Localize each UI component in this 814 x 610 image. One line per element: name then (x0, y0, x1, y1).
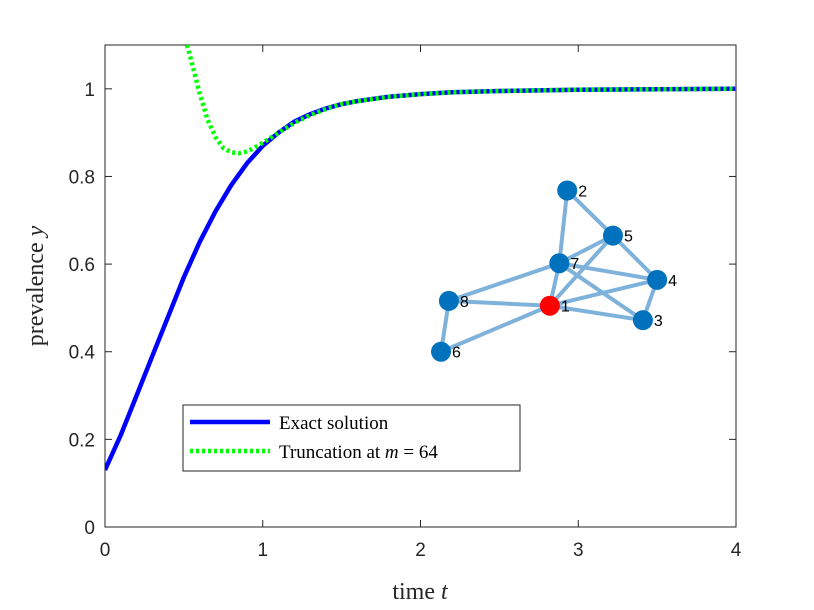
network-node-label: 2 (578, 183, 587, 200)
network-node-label: 8 (460, 294, 469, 311)
x-tick-label: 2 (415, 540, 426, 561)
network-edge (610, 233, 660, 282)
network-node-2 (557, 180, 578, 201)
network-node-label: 3 (654, 313, 663, 330)
network-node-label: 5 (624, 229, 633, 246)
y-tick-label: 0.8 (69, 167, 95, 188)
series-lines (105, 45, 736, 471)
network-node-6 (431, 341, 452, 362)
network-edge (547, 303, 645, 323)
network-edge (439, 303, 552, 354)
x-tick-label: 4 (731, 540, 742, 561)
legend: Exact solution Truncation at m = 64 (182, 404, 521, 472)
network-edge (547, 233, 615, 308)
network-node-3 (632, 310, 653, 331)
axis-ticks: 0 1 2 3 4 0 0.2 0.4 0.6 0.8 1 (69, 45, 742, 561)
y-axis-label: prevalence y (23, 225, 49, 346)
y-tick-label: 0.2 (69, 430, 95, 451)
network-edge (557, 188, 570, 266)
x-tick-label: 1 (257, 540, 268, 561)
inset-network: 1 2 3 4 5 6 7 8 (431, 180, 677, 362)
network-edge (557, 261, 645, 323)
network-edge (446, 261, 562, 303)
network-node-4 (647, 269, 668, 290)
series-line-1 (184, 45, 736, 156)
legend-label-exact: Exact solution (279, 413, 389, 434)
network-node-label: 6 (452, 345, 461, 362)
network-node-8 (438, 290, 459, 311)
network-node-1 (539, 295, 560, 316)
network-node-label: 1 (561, 299, 570, 316)
x-tick-label: 0 (100, 540, 111, 561)
legend-box (182, 404, 521, 472)
network-node-5 (602, 225, 623, 246)
y-tick-label: 0 (84, 518, 95, 539)
network-node-label: 4 (668, 273, 677, 290)
x-tick-label: 3 (573, 540, 584, 561)
network-node-label: 7 (570, 256, 579, 273)
y-tick-label: 1 (84, 80, 95, 101)
network-edge (557, 233, 615, 266)
network-edge (565, 188, 615, 238)
network-node-7 (549, 253, 570, 274)
y-tick-label: 0.4 (69, 343, 96, 364)
x-axis-label: time t (392, 579, 449, 605)
network-edge (446, 298, 552, 308)
legend-label-truncation: Truncation at m = 64 (279, 442, 438, 463)
network-edge (557, 261, 660, 282)
y-tick-label: 0.6 (69, 255, 95, 276)
